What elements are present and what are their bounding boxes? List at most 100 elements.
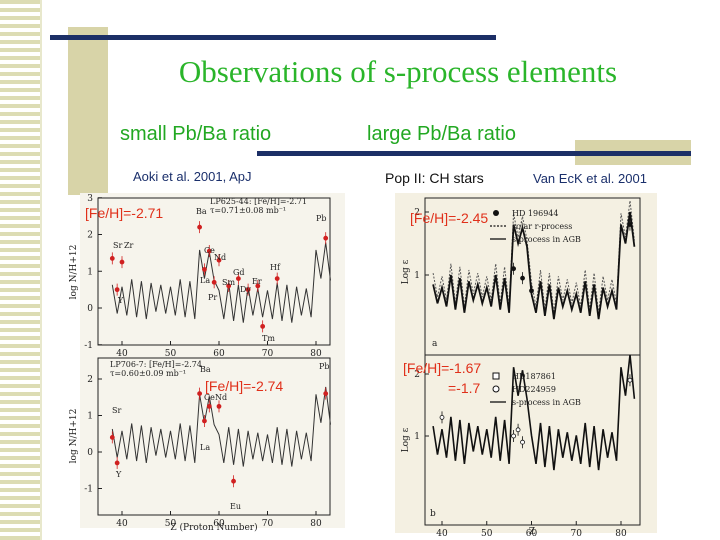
figure-left-bg	[80, 193, 345, 528]
stripe	[0, 432, 40, 436]
mid-rule	[257, 151, 691, 156]
panel-label: b	[430, 509, 436, 519]
y-tick-label: 1	[414, 271, 420, 281]
fit-label: τ=0.60±0.09 mb⁻¹	[110, 369, 186, 378]
metallicity-note: [Fe/H]=-1.67	[403, 360, 481, 376]
top-rule	[50, 35, 496, 40]
model-curve	[432, 211, 636, 320]
figure-right-bg	[395, 193, 657, 533]
stripe	[0, 280, 40, 284]
legend-marker	[492, 372, 500, 380]
element-label: Y	[117, 296, 124, 305]
y-tick-label: 1	[87, 267, 93, 277]
y-tick-label: -1	[84, 485, 93, 495]
stripe	[0, 144, 40, 148]
x-tick-label: 60	[213, 519, 225, 529]
stripe	[0, 128, 40, 132]
element-label: Ba	[196, 207, 207, 216]
column-heading: large Pb/Ba ratio	[367, 123, 516, 145]
observed-point	[231, 478, 236, 484]
observed-point	[439, 414, 445, 420]
observed-point	[260, 323, 266, 329]
stripe	[0, 504, 40, 508]
element-label: Eu	[230, 502, 241, 511]
stripe	[0, 424, 40, 428]
element-label: Zr	[124, 241, 134, 250]
element-label: Ba	[200, 365, 211, 374]
stripe	[0, 288, 40, 292]
stripe	[0, 400, 40, 404]
stripe	[0, 360, 40, 364]
metallicity-note: [Fe/H]=-2.74	[205, 378, 283, 394]
legend-label: solar r-process	[512, 222, 572, 231]
stripe	[0, 216, 40, 220]
x-tick-label: 40	[436, 529, 448, 539]
stripe	[0, 488, 40, 492]
observed-point	[211, 279, 217, 285]
stripe	[0, 192, 40, 196]
observed-point	[255, 283, 261, 289]
element-label: Pb	[316, 214, 327, 223]
stripe	[0, 344, 40, 348]
observed-point	[216, 257, 222, 263]
stripe	[0, 88, 40, 92]
legend-label: s-process in AGB	[512, 398, 581, 407]
metallicity-note: =-1.7	[448, 380, 481, 396]
accent-block	[68, 27, 108, 195]
observed-point	[109, 434, 115, 440]
observed-point	[119, 259, 125, 265]
element-label: Nd	[214, 253, 226, 262]
observed-point	[520, 439, 525, 445]
observed-point	[114, 460, 120, 466]
stripe	[0, 408, 40, 412]
group-label: Pop II: CH stars	[385, 170, 484, 186]
stripe	[0, 256, 40, 260]
observed-point	[197, 391, 203, 397]
stripe	[0, 296, 40, 300]
stripe	[0, 56, 40, 60]
side-stripes	[0, 0, 42, 540]
star-label: LP706-7: [Fe/H]=-2.74	[110, 360, 202, 369]
stripe	[0, 472, 40, 476]
y-tick-label: 2	[414, 370, 420, 380]
stripe	[0, 464, 40, 468]
x-axis-label: Z	[529, 527, 535, 537]
stripe	[0, 208, 40, 212]
y-axis-label: Log ε	[401, 259, 411, 284]
stripe	[0, 368, 40, 372]
observed-point	[323, 235, 329, 241]
x-tick-label: 70	[262, 349, 274, 359]
stripe	[0, 456, 40, 460]
element-label: Tm	[262, 334, 275, 343]
observed-point	[511, 433, 516, 439]
observed-point	[627, 222, 633, 228]
x-tick-label: 70	[262, 519, 274, 529]
slide-title: Observations of s-process elements	[179, 54, 617, 89]
plots: 3 2 1 0 -1 40 50 60 70 80 2 1 0 -1 40 50 60 70 80 2 1 2 1 40 50 6…	[69, 194, 641, 539]
element-label: Hf	[270, 263, 281, 272]
stripe	[0, 32, 40, 36]
x-tick-label: 40	[116, 349, 128, 359]
stripe	[0, 480, 40, 484]
legend-marker	[492, 385, 500, 393]
element-label: Ce	[204, 393, 215, 402]
stripe	[0, 232, 40, 236]
stripe	[0, 24, 40, 28]
x-tick-label: 80	[310, 519, 322, 529]
x-tick-label: 60	[213, 349, 225, 359]
stripe	[0, 48, 40, 52]
element-label: Sm	[222, 278, 235, 287]
stripe	[0, 376, 40, 380]
stripe	[0, 176, 40, 180]
observed-point	[202, 267, 207, 272]
y-tick-label: 1	[414, 432, 420, 442]
element-label: Pr	[208, 293, 217, 302]
stripe	[0, 416, 40, 420]
stripe	[0, 120, 40, 124]
y-tick-label: 2	[414, 208, 420, 218]
stripe	[0, 16, 40, 20]
legend-marker	[493, 210, 499, 216]
y-tick-label: 3	[87, 194, 93, 204]
stripe	[0, 440, 40, 444]
stripe	[0, 8, 40, 12]
